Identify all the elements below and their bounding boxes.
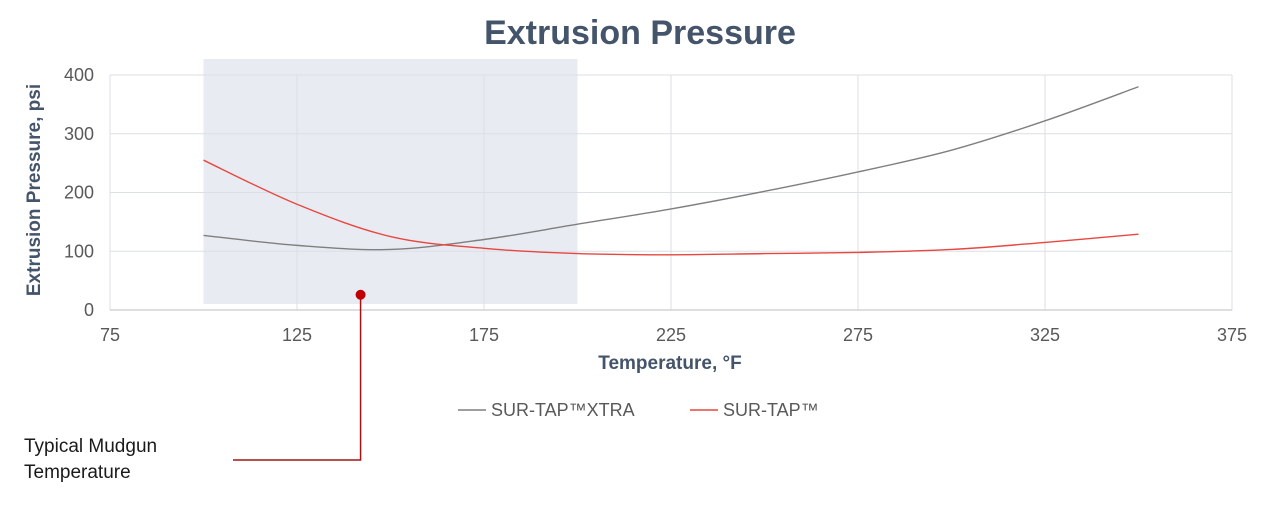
x-tick-label-125: 125	[282, 325, 312, 345]
annotation-callout	[233, 289, 366, 461]
annotation-leader-line	[233, 294, 362, 461]
y-tick-label-0: 0	[84, 300, 94, 320]
y-tick-label-100: 100	[64, 241, 94, 261]
series-line-2	[203, 159, 1139, 256]
legend: SUR-TAP™XTRA SUR-TAP™	[458, 400, 819, 420]
x-tick-label-375: 375	[1217, 325, 1247, 345]
y-tick-label-400: 400	[64, 65, 94, 85]
y-tick-label-300: 300	[64, 124, 94, 144]
annotation-line-1: Typical Mudgun	[24, 436, 158, 457]
legend-label-1: SUR-TAP™XTRA	[491, 400, 635, 420]
y-axis-title: Extrusion Pressure, psi	[24, 84, 45, 296]
series-line-1	[203, 86, 1139, 251]
annotation-line-2: Temperature	[24, 462, 131, 483]
plot-area: 0 100 200 300 400 75 125 175 225 275 325 375	[64, 59, 1247, 345]
y-tick-label-200: 200	[64, 183, 94, 203]
legend-label-2: SUR-TAP™	[723, 400, 819, 420]
shaded-region	[203, 59, 578, 304]
x-tick-label-275: 275	[843, 325, 873, 345]
chart-title: Extrusion Pressure	[484, 14, 796, 52]
x-tick-label-175: 175	[469, 325, 499, 345]
x-tick-label-225: 225	[656, 325, 686, 345]
x-axis-title: Temperature, °F	[598, 353, 741, 374]
x-tick-label-325: 325	[1030, 325, 1060, 345]
annotation-marker	[355, 289, 366, 300]
x-tick-label-75: 75	[100, 325, 120, 345]
annotation-label: Typical Mudgun Temperature	[24, 434, 224, 486]
